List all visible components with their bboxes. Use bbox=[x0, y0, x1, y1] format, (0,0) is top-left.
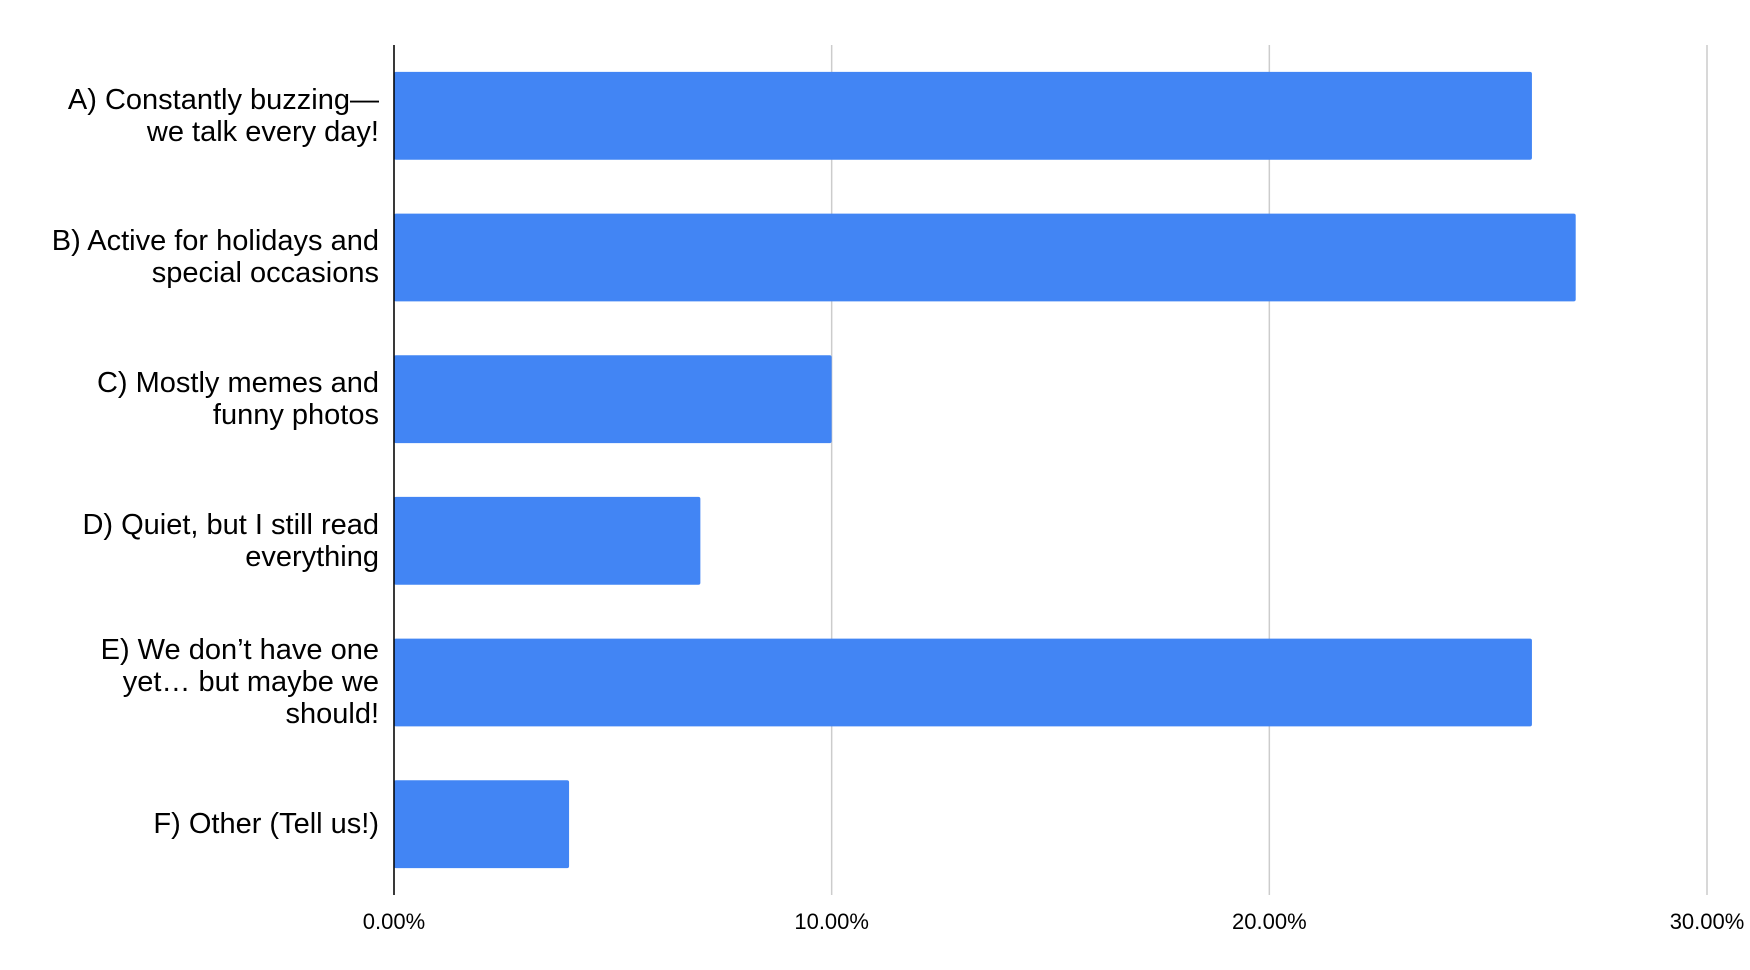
x-tick-label: 20.00% bbox=[1232, 909, 1307, 934]
bar bbox=[394, 780, 570, 869]
bar bbox=[394, 496, 701, 585]
bar bbox=[394, 213, 1576, 302]
x-tick-label: 30.00% bbox=[1670, 909, 1745, 934]
y-tick-label: A) Constantly buzzing—we talk every day! bbox=[67, 83, 379, 148]
y-tick-label: B) Active for holidays and special occas… bbox=[51, 225, 379, 290]
x-tick-label: 0.00% bbox=[363, 909, 425, 934]
y-tick-label: D) Quiet, but I still read everything bbox=[82, 508, 379, 573]
y-tick-label: F) Other (Tell us!) bbox=[153, 808, 379, 841]
y-tick-label: E) We don’t have one yet… but maybe we s… bbox=[100, 634, 379, 731]
bar bbox=[394, 638, 1532, 727]
bar bbox=[394, 71, 1532, 160]
x-tick-label: 10.00% bbox=[794, 909, 869, 934]
y-tick-label: C) Mostly memes and funny photos bbox=[96, 367, 379, 432]
bar bbox=[394, 355, 832, 444]
